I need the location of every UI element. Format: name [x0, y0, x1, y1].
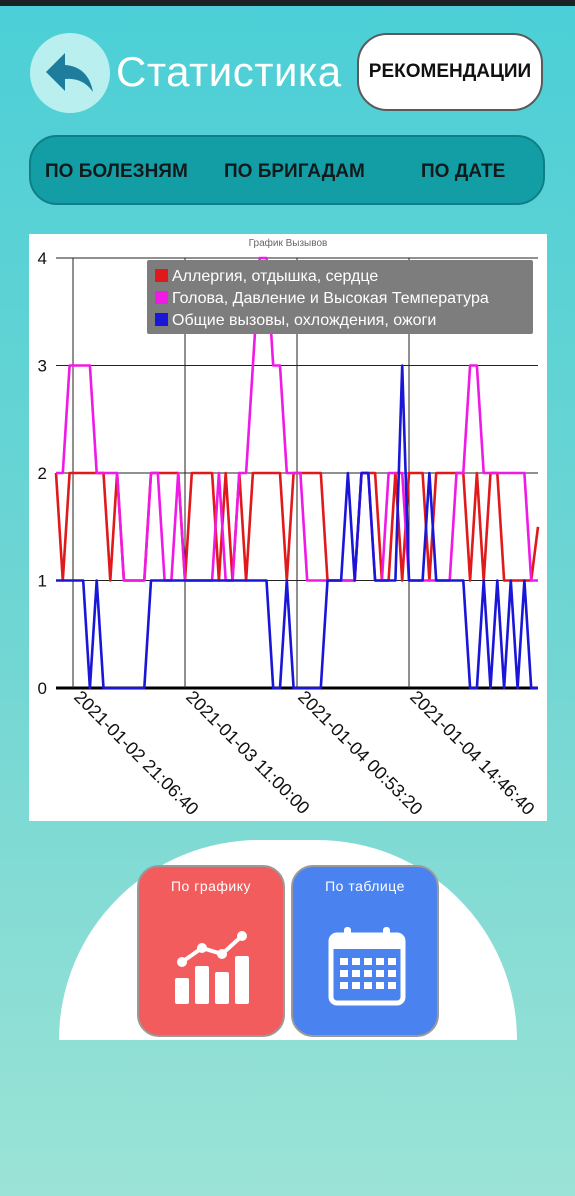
- back-button[interactable]: [30, 33, 110, 113]
- by-graph-button[interactable]: По графику: [137, 865, 285, 1037]
- status-bar: [0, 0, 575, 6]
- legend-swatch: [155, 291, 168, 304]
- back-arrow-icon: [46, 53, 93, 92]
- y-tick-label: 3: [38, 357, 47, 376]
- tab-by-disease[interactable]: ПО БОЛЕЗНЯМ: [45, 161, 188, 182]
- y-tick-label: 4: [38, 249, 47, 268]
- filter-tab-bar: ПО БОЛЕЗНЯМ ПО БРИГАДАМ ПО ДАТЕ: [29, 135, 545, 205]
- page-title: Статистика: [116, 48, 342, 95]
- recommendations-button[interactable]: РЕКОМЕНДАЦИИ: [357, 33, 543, 111]
- x-tick-label: 2021-01-04 00:53:20: [294, 687, 426, 819]
- y-tick-label: 0: [38, 679, 47, 698]
- legend-label: Аллергия, отдышка, сердце: [172, 268, 378, 285]
- legend-label: Голова, Давление и Высокая Температура: [172, 290, 489, 307]
- calls-chart: 0 1 2 3 4 2021-01-02 21:06:40 2021-01-03 11:00…: [29, 234, 547, 821]
- calendar-icon: [328, 927, 406, 1006]
- tab-by-brigade[interactable]: ПО БРИГАДАМ: [224, 161, 365, 182]
- tab-by-date[interactable]: ПО ДАТЕ: [421, 161, 506, 182]
- by-table-button[interactable]: По таблице: [291, 865, 439, 1037]
- legend-swatch: [155, 313, 168, 326]
- legend-swatch: [155, 269, 168, 282]
- view-mode-panel: [59, 840, 517, 1040]
- chart-icon: [175, 931, 249, 1004]
- by-graph-label: По графику: [170, 878, 252, 894]
- x-tick-label: 2021-01-04 14:46:40: [406, 687, 538, 819]
- legend-label: Общие вызовы, охлождения, ожоги: [172, 312, 436, 329]
- x-tick-label: 2021-01-02 21:06:40: [70, 687, 202, 819]
- y-tick-label: 1: [38, 572, 47, 591]
- series-line-2: [56, 256, 538, 582]
- by-table-label: По таблице: [325, 878, 405, 894]
- chart-title: График Вызывов: [249, 237, 328, 249]
- chart-legend: [147, 260, 533, 334]
- y-tick-label: 2: [38, 464, 47, 483]
- series-line-3: [56, 364, 538, 690]
- x-tick-label: 2021-01-03 11:00:00: [182, 687, 313, 818]
